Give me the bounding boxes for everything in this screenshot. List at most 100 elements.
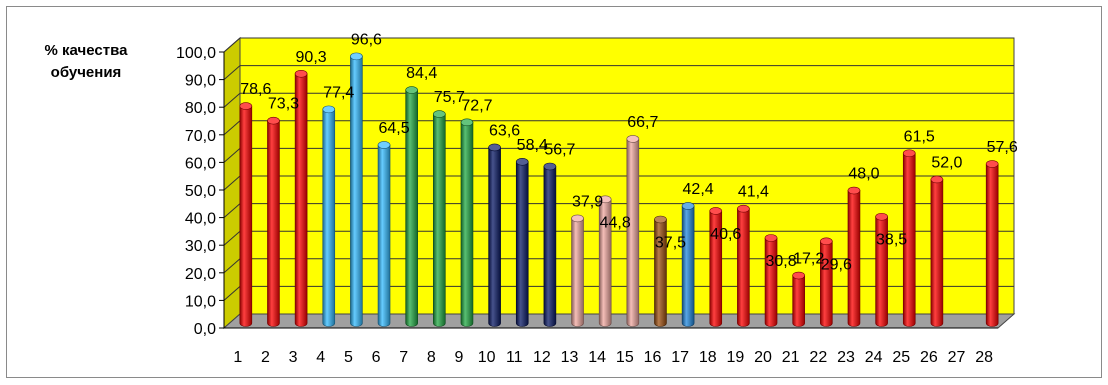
bar-body <box>433 113 446 327</box>
data-label: 56,7 <box>544 142 575 159</box>
bar-body <box>930 179 944 327</box>
bar <box>930 175 944 327</box>
data-label: 61,5 <box>904 128 935 145</box>
bar-body <box>875 216 888 327</box>
data-label: 77,4 <box>323 84 354 101</box>
x-tick-label: 20 <box>754 349 772 366</box>
bar-body <box>902 152 916 327</box>
bar <box>709 207 723 327</box>
data-label: 40,6 <box>710 226 741 243</box>
bar <box>902 149 916 327</box>
y-tick-label: 90,0 <box>185 73 216 90</box>
bar-body <box>460 122 474 327</box>
bar-top <box>543 162 557 171</box>
x-tick-label: 21 <box>782 349 800 366</box>
bar-top <box>681 202 695 210</box>
bar-body <box>792 275 805 327</box>
bar-body <box>543 166 557 327</box>
x-tick-label: 5 <box>344 349 353 366</box>
bar-body <box>350 56 363 327</box>
x-tick-label: 24 <box>865 349 883 366</box>
bar-top <box>930 175 944 184</box>
data-label: 78,6 <box>240 81 271 98</box>
bar <box>377 141 391 327</box>
bar <box>515 158 529 327</box>
bar-top <box>737 204 750 213</box>
x-tick-label: 1 <box>233 349 242 366</box>
gridline-side <box>223 175 241 191</box>
data-label: 52,0 <box>931 154 962 171</box>
data-label: 37,5 <box>655 235 686 252</box>
data-label: 90,3 <box>296 49 327 66</box>
bar <box>571 214 584 327</box>
data-label: 48,0 <box>848 166 879 183</box>
bar <box>460 118 474 327</box>
gridline-side <box>223 230 241 246</box>
bar-body <box>294 73 308 327</box>
x-tick-label: 25 <box>892 349 910 366</box>
data-label: 17,2 <box>793 251 824 268</box>
bar <box>875 212 888 327</box>
y-axis-title-line-1: % качества <box>44 42 128 59</box>
data-label: 63,6 <box>489 122 520 139</box>
y-axis-title-line-2: обучения <box>50 64 122 81</box>
x-tick-label: 12 <box>533 349 551 366</box>
x-tick-label: 11 <box>506 349 523 366</box>
bar-top <box>598 195 612 204</box>
x-tick-label: 22 <box>809 349 827 366</box>
bar-body <box>709 210 723 327</box>
bar-body <box>571 218 584 327</box>
x-tick-label: 19 <box>726 349 744 366</box>
x-tick-label: 13 <box>561 349 579 366</box>
x-tick-label: 28 <box>975 349 993 366</box>
gridline-side <box>223 65 241 80</box>
data-label: 42,4 <box>683 181 714 198</box>
data-label: 64,5 <box>378 120 409 137</box>
data-label: 41,4 <box>738 184 769 201</box>
y-tick-label: 20,0 <box>185 266 216 283</box>
y-tick-label: 80,0 <box>185 100 216 117</box>
bar-top <box>322 105 336 114</box>
bar <box>433 110 446 327</box>
x-tick-label: 15 <box>616 349 634 366</box>
bar-body <box>985 163 999 327</box>
x-tick-label: 9 <box>455 349 464 366</box>
data-label: 72,7 <box>461 97 492 114</box>
bar-top <box>460 118 474 127</box>
x-tick-label: 8 <box>427 349 436 366</box>
x-tick-label: 2 <box>261 349 270 366</box>
x-tick-label: 18 <box>699 349 717 366</box>
bar-top <box>654 215 667 224</box>
gridline-side <box>223 92 241 108</box>
bar-body <box>267 120 280 327</box>
bar <box>294 69 308 327</box>
bar <box>267 116 280 327</box>
bar <box>598 195 612 327</box>
floor <box>222 313 1016 329</box>
data-label: 84,4 <box>406 65 437 82</box>
data-label: 58,4 <box>517 137 548 154</box>
bar <box>764 234 778 327</box>
y-tick-label: 10,0 <box>185 293 216 310</box>
bar-body <box>820 241 833 327</box>
bar-top <box>985 160 999 168</box>
data-label: 75,7 <box>434 89 465 106</box>
bar-top <box>571 214 584 223</box>
bar-top <box>792 271 805 280</box>
bar-top <box>515 158 529 166</box>
bar-body <box>598 199 612 327</box>
bar-body <box>377 144 391 327</box>
bar-body <box>515 161 529 327</box>
x-tick-label: 26 <box>920 349 938 366</box>
data-label: 73,3 <box>268 96 299 113</box>
x-tick-label: 7 <box>399 349 408 366</box>
data-label: 44,8 <box>600 214 631 231</box>
x-tick-label: 27 <box>948 349 966 366</box>
data-label: 66,7 <box>627 114 658 131</box>
bar-top <box>294 69 308 78</box>
y-tick-label: 40,0 <box>185 211 216 228</box>
bar <box>350 52 363 327</box>
bar <box>405 86 418 327</box>
x-tick-label: 16 <box>644 349 662 366</box>
